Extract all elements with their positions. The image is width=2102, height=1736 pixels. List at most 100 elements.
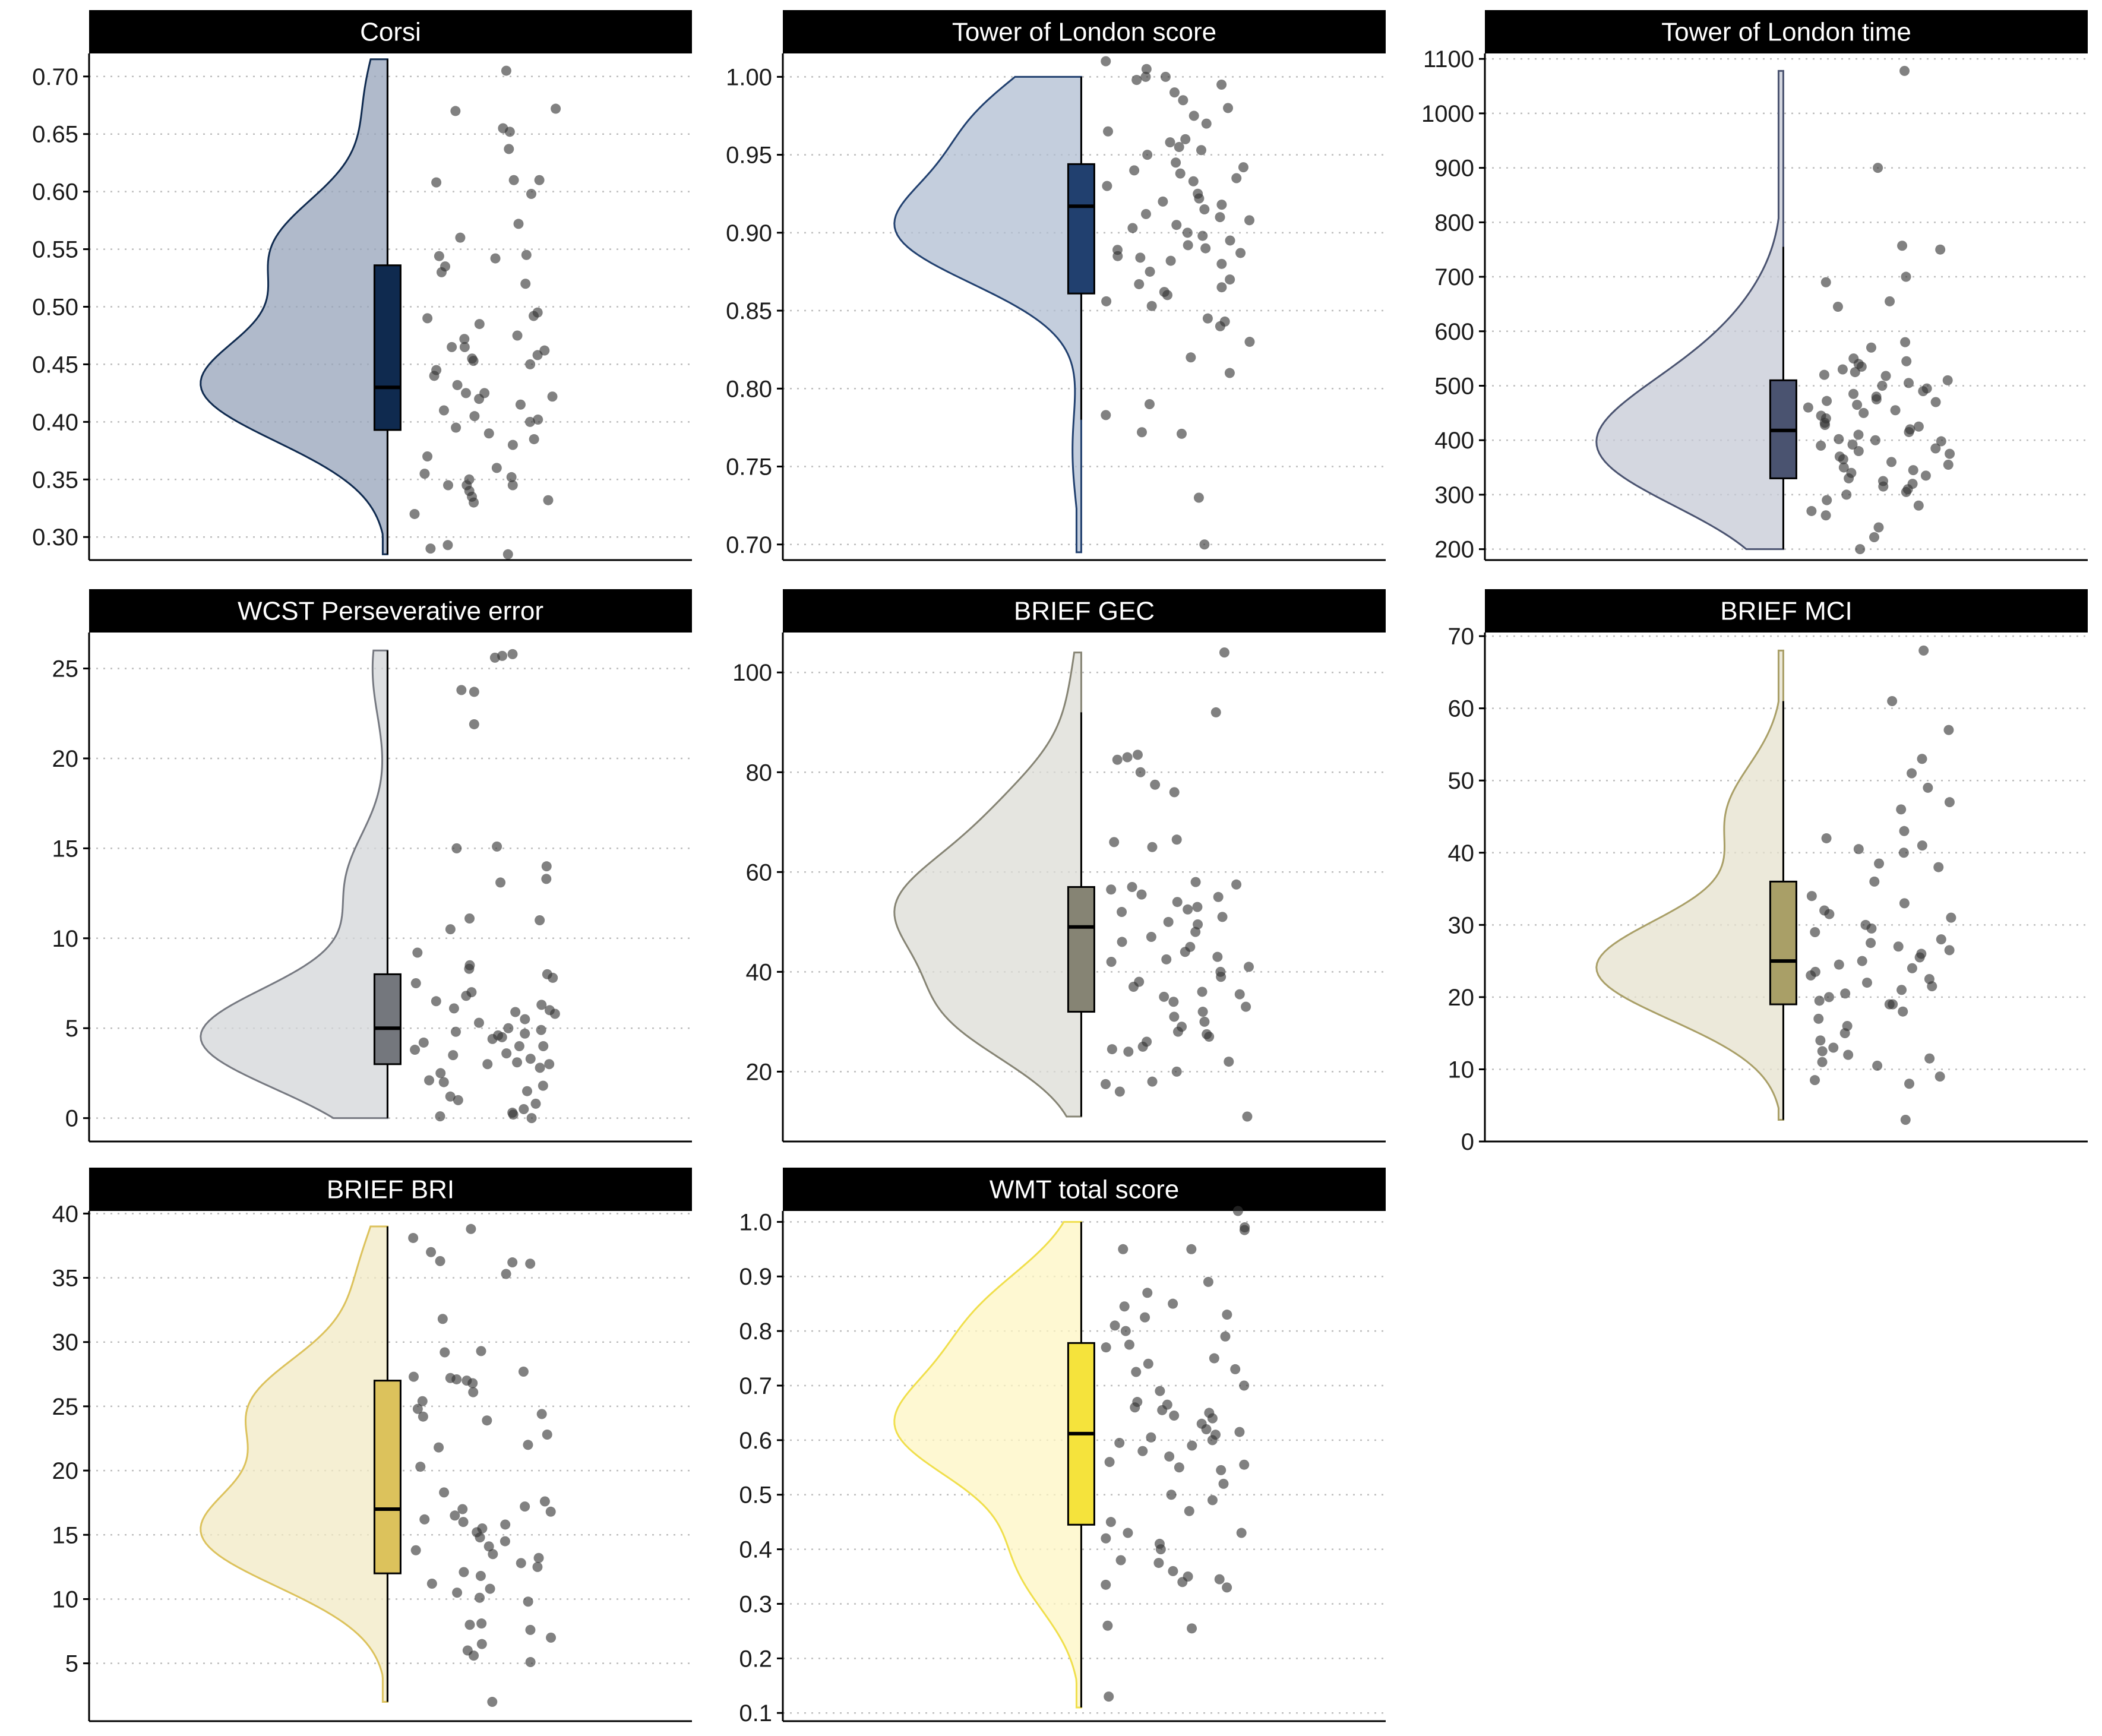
data-point: [1187, 1623, 1197, 1634]
data-point: [500, 1536, 510, 1547]
data-point: [1907, 768, 1917, 779]
data-point: [475, 1570, 486, 1581]
data-point: [431, 177, 442, 188]
data-point: [1146, 932, 1156, 943]
data-point: [469, 687, 479, 697]
data-point: [1924, 1053, 1935, 1064]
data-point: [1837, 364, 1848, 375]
data-point: [438, 405, 449, 416]
data-point: [435, 1111, 445, 1122]
data-point: [1897, 241, 1908, 251]
data-point: [1840, 988, 1851, 999]
data-point: [1122, 752, 1133, 763]
data-point: [410, 1545, 421, 1555]
data-point: [1216, 200, 1227, 210]
data-point: [508, 1109, 519, 1120]
violin-density: [893, 75, 1082, 554]
data-point: [435, 1068, 446, 1079]
y-tick-label: 10: [52, 1586, 79, 1612]
data-point: [520, 1028, 530, 1039]
y-tick-label: 900: [1434, 156, 1474, 182]
data-point: [424, 1075, 435, 1086]
y-tick-label: 70: [1448, 624, 1475, 650]
data-point: [1900, 337, 1911, 347]
data-point: [418, 1411, 428, 1422]
data-point: [450, 1026, 461, 1037]
y-tick-label: 0.6: [739, 1428, 772, 1454]
data-point: [1232, 1206, 1243, 1216]
data-point: [1193, 492, 1204, 503]
data-point: [437, 1314, 448, 1324]
data-point: [1872, 1060, 1883, 1071]
data-point: [514, 1041, 524, 1052]
data-point: [1190, 927, 1201, 937]
data-point: [1197, 230, 1208, 241]
data-point: [1239, 1459, 1250, 1470]
y-tick-label: 0.55: [32, 237, 78, 263]
data-point: [1174, 141, 1184, 152]
y-tick-label: 1000: [1421, 101, 1474, 127]
data-point: [1244, 215, 1255, 226]
data-point: [526, 189, 537, 200]
data-point: [469, 411, 480, 422]
violin-density: [200, 649, 388, 1120]
y-tick-label: 10: [1448, 1057, 1475, 1083]
data-point: [542, 1429, 552, 1440]
data-point: [1127, 223, 1138, 233]
data-point: [1187, 1440, 1197, 1451]
data-point: [459, 341, 470, 352]
y-tick-label: 5: [65, 1016, 78, 1042]
data-point: [549, 1008, 560, 1019]
data-point: [519, 1103, 529, 1114]
data-point: [1168, 1566, 1178, 1576]
data-point: [1231, 173, 1242, 184]
data-point: [489, 652, 500, 663]
y-tick-label: 0.45: [32, 352, 78, 378]
data-point: [1101, 1579, 1111, 1590]
data-point: [1853, 446, 1864, 457]
data-point: [476, 1639, 487, 1649]
data-point: [1186, 1244, 1197, 1254]
data-point: [436, 267, 447, 277]
data-point: [409, 508, 420, 519]
data-point: [1904, 426, 1914, 437]
data-point: [532, 350, 543, 361]
y-tick-label: 500: [1434, 373, 1474, 399]
data-point: [1197, 1007, 1208, 1017]
data-point: [1162, 290, 1172, 301]
data-point: [1850, 367, 1860, 378]
y-tick-label: 0: [1461, 1129, 1474, 1155]
data-point: [1123, 1046, 1134, 1057]
data-point: [1866, 923, 1877, 934]
data-point: [1207, 1413, 1218, 1424]
data-point: [1942, 375, 1953, 385]
panel-corsi: Corsi 0.30 0.35 0.40 0.45 0.50 0.55 0.60 0.65 0.7…: [32, 10, 692, 561]
y-tick-label: 1.00: [726, 64, 772, 90]
data-point: [1907, 963, 1917, 973]
data-point: [523, 1596, 533, 1607]
data-point: [1244, 962, 1254, 972]
data-point: [1101, 56, 1111, 67]
panel-title: BRIEF MCI: [1720, 597, 1852, 626]
data-point: [439, 1487, 450, 1498]
data-point: [1884, 999, 1895, 1010]
data-point: [1210, 707, 1221, 717]
data-point: [1101, 1533, 1111, 1544]
data-point: [1896, 804, 1907, 815]
data-point: [1214, 1574, 1225, 1585]
data-point: [1169, 787, 1180, 798]
data-point: [1189, 110, 1199, 121]
y-tick-label: 30: [1448, 912, 1475, 938]
data-point: [1140, 71, 1151, 82]
data-point: [526, 1113, 537, 1124]
data-point: [467, 1378, 478, 1389]
data-point: [1101, 1342, 1111, 1353]
y-tick-label: 0.95: [726, 143, 772, 169]
panel-brief-mci: BRIEF MCI 0 10 20 30 40 50 60 70: [1448, 589, 2088, 1155]
data-point: [1165, 137, 1175, 148]
data-point: [1155, 1544, 1166, 1555]
data-point: [435, 1256, 445, 1266]
data-point: [1165, 255, 1176, 266]
data-point: [1935, 244, 1946, 255]
y-tick-label: 0.5: [739, 1482, 772, 1509]
